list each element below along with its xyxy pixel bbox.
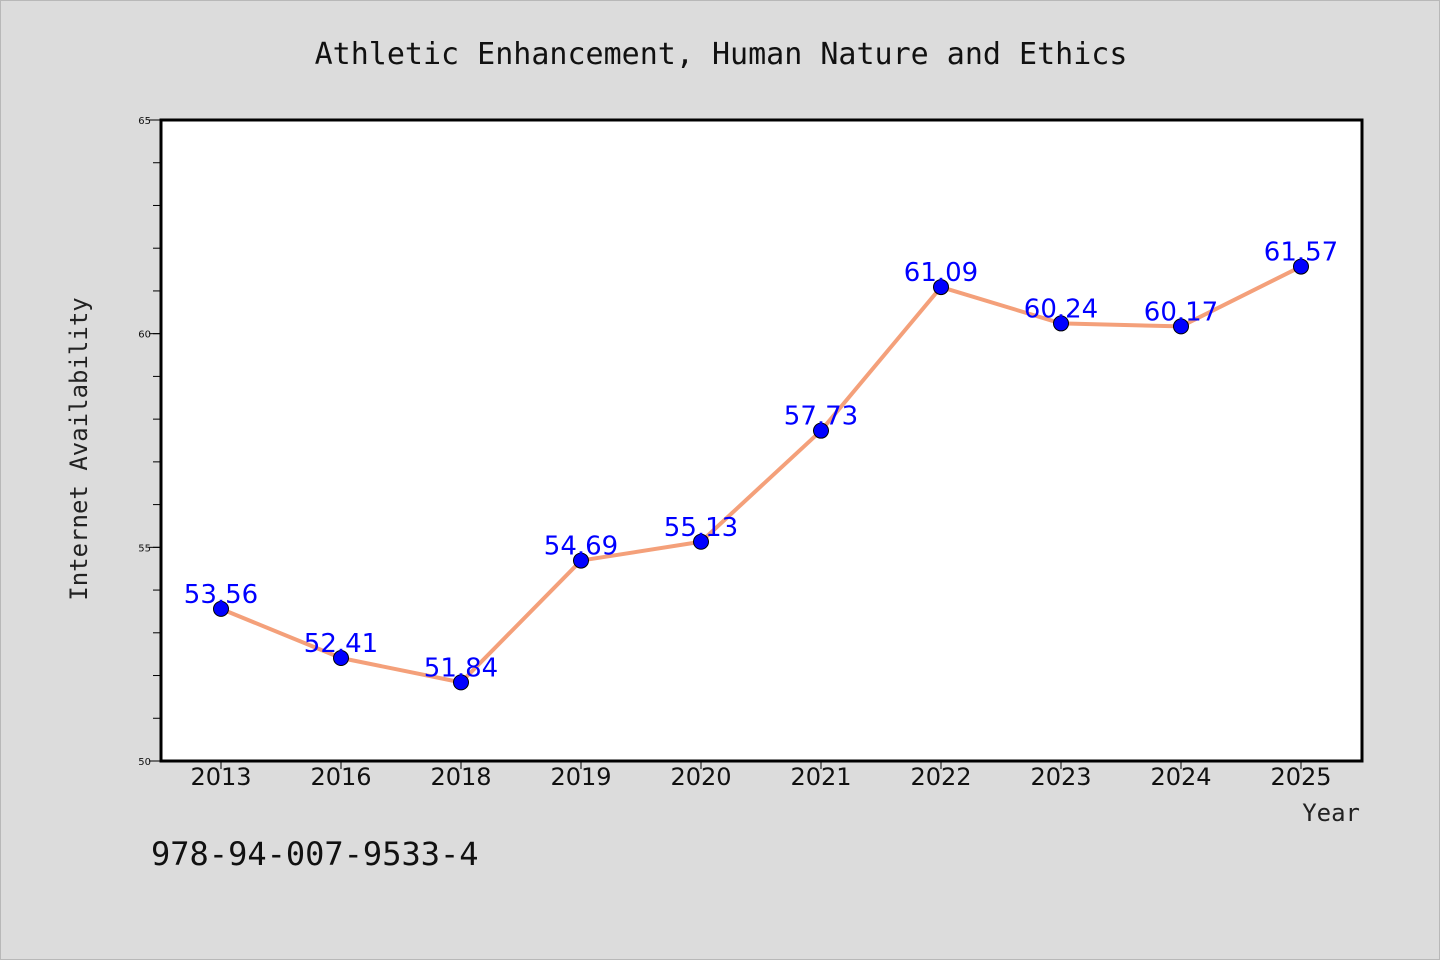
chart-title: Athletic Enhancement, Human Nature and E… <box>315 37 1128 72</box>
x-axis: 2013 2016 2018 2019 2020 2021 2022 2023 2024 2025 <box>190 761 1332 791</box>
y-tick-label: 60 <box>138 330 151 341</box>
data-label: 60.24 <box>1024 294 1098 324</box>
data-point <box>933 279 949 296</box>
x-tick-label: 2019 <box>550 763 611 791</box>
y-axis-label: Internet Availability <box>65 297 93 600</box>
data-label: 55.13 <box>664 513 738 543</box>
y-tick-label: 50 <box>138 757 151 768</box>
data-label: 61.09 <box>904 258 978 288</box>
data-label: 52.41 <box>304 629 378 659</box>
y-tick-label: 65 <box>138 116 151 127</box>
data-point <box>693 533 709 550</box>
data-point <box>813 422 829 439</box>
x-tick-label: 2025 <box>1270 763 1331 791</box>
data-point <box>213 600 229 617</box>
data-label: 57.73 <box>784 402 858 432</box>
data-point <box>453 674 469 691</box>
data-point <box>333 650 349 667</box>
x-tick-label: 2023 <box>1030 763 1091 791</box>
data-label: 51.84 <box>424 653 498 683</box>
x-tick-label: 2013 <box>190 763 251 791</box>
x-tick-label: 2016 <box>310 763 371 791</box>
data-label: 61.57 <box>1264 238 1338 268</box>
data-point <box>1173 318 1189 335</box>
data-point <box>1053 315 1069 332</box>
x-tick-label: 2021 <box>790 763 851 791</box>
data-point <box>1293 258 1309 275</box>
data-label: 54.69 <box>544 532 618 562</box>
x-tick-label: 2018 <box>430 763 491 791</box>
plot-area <box>159 118 1364 763</box>
x-tick-label: 2020 <box>670 763 731 791</box>
y-tick-label: 55 <box>138 543 151 554</box>
isbn-text: 978-94-007-9533-4 <box>151 835 479 873</box>
x-tick-label: 2024 <box>1150 763 1211 791</box>
data-label: 60.17 <box>1144 297 1218 327</box>
data-point <box>573 552 589 569</box>
x-tick-label: 2022 <box>910 763 971 791</box>
x-axis-label: Year <box>1302 799 1360 827</box>
y-axis: 50 55 60 65 <box>138 116 161 768</box>
data-label: 53.56 <box>184 580 258 610</box>
series-line: 53.56 52.41 51.84 54.69 55.13 57.73 61.09 60.24… <box>184 238 1338 691</box>
series-polyline <box>219 264 1303 685</box>
